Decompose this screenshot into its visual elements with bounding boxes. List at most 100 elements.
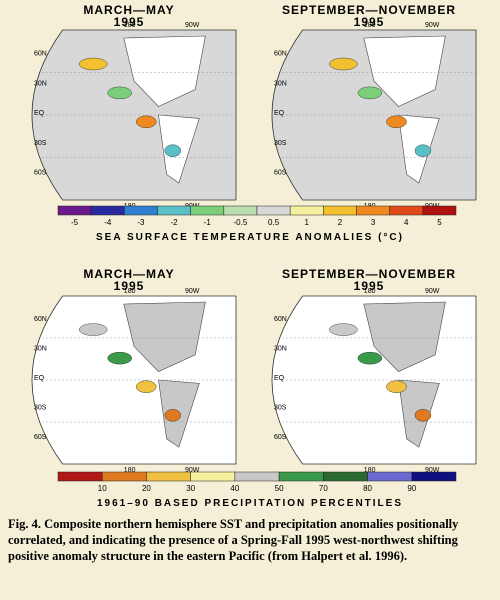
anomaly-region (136, 380, 157, 393)
scale-swatch (389, 205, 424, 216)
scale-label: 20 (142, 484, 151, 493)
scale-swatch (101, 471, 147, 482)
lon-label: 180 (364, 22, 376, 29)
scale-swatch (323, 471, 368, 482)
anomaly-region (136, 115, 157, 129)
scale-swatch (422, 205, 457, 216)
scale-swatch (278, 471, 324, 482)
scale-label: 80 (363, 484, 372, 493)
scale-swatch (57, 205, 92, 216)
anomaly-region (164, 409, 181, 422)
scale-label: -0.5 (234, 218, 248, 227)
lon-label: 90W (425, 467, 440, 474)
lon-label: 180 (364, 467, 376, 474)
scale-swatch (157, 205, 191, 216)
scale-label: -1 (204, 218, 212, 227)
lat-label: 60S (34, 434, 47, 441)
panel-year: 1995 (354, 279, 385, 293)
lat-label: 30S (34, 404, 47, 411)
scale-label: -3 (137, 218, 145, 227)
panel-title: MARCH—MAY (83, 267, 174, 281)
lat-label: 30N (274, 346, 287, 353)
panel-year: 1995 (114, 15, 145, 29)
lat-label: 60N (34, 316, 47, 323)
scale-swatch (289, 205, 324, 216)
scale-label: 3 (371, 218, 376, 227)
scale-swatch (146, 471, 191, 482)
lat-label: 30N (274, 80, 287, 87)
lon-label: 180 (124, 22, 136, 29)
panel-title: MARCH—MAY (83, 3, 174, 17)
scale-swatch (256, 205, 291, 216)
scale-label: 70 (319, 484, 328, 493)
panel-year: 1995 (114, 279, 145, 293)
scale-swatch (234, 471, 280, 482)
scale-label: 90 (407, 484, 416, 493)
lon-label: 90W (425, 288, 440, 295)
scale-swatch (323, 205, 357, 216)
scale-swatch (57, 471, 103, 482)
lat-label: 60S (274, 170, 287, 177)
panel-title: SEPTEMBER—NOVEMBER (282, 267, 456, 281)
scale-swatch (124, 205, 158, 216)
scale-swatch (367, 471, 413, 482)
lat-label: 60N (34, 51, 47, 58)
lon-label: 90W (185, 288, 200, 295)
anomaly-region (78, 57, 108, 71)
anomaly-region (414, 144, 432, 157)
lat-label: EQ (34, 110, 45, 117)
anomaly-region (357, 351, 383, 365)
scale-swatch (356, 205, 390, 216)
lat-label: EQ (274, 375, 285, 382)
scale-swatch (190, 205, 225, 216)
scale-label: -4 (104, 218, 112, 227)
anomaly-region (386, 115, 407, 129)
panel-title: SEPTEMBER—NOVEMBER (282, 3, 456, 17)
scale-label: 50 (275, 484, 284, 493)
lat-label: 30S (274, 140, 287, 147)
anomaly-region (414, 409, 432, 422)
lon-label: 180 (124, 288, 136, 295)
scale-label: 10 (98, 484, 107, 493)
lon-label: 90W (185, 467, 200, 474)
anomaly-region (107, 351, 132, 365)
scale-swatch (90, 205, 125, 216)
scale-title: 1961–90 BASED PRECIPITATION PERCENTILES (97, 498, 403, 509)
figure: MARCH—MAY199518090W18090W60N30NEQ30S60SS… (31, 3, 477, 509)
lat-label: 30S (274, 404, 287, 411)
scale-swatch (411, 471, 457, 482)
lon-label: 90W (185, 22, 200, 29)
lat-label: 60S (274, 434, 287, 441)
map-land (123, 35, 206, 184)
anomaly-region (386, 380, 407, 393)
scale-label: 4 (404, 218, 409, 227)
anomaly-region (164, 144, 181, 157)
scale-label: 2 (338, 218, 343, 227)
scale-swatch (190, 471, 236, 482)
panel-year: 1995 (354, 15, 385, 29)
lat-label: 60N (274, 51, 287, 58)
caption: Fig. 4. Composite northern hemisphere SS… (8, 517, 459, 563)
scale-label: 0.5 (268, 218, 280, 227)
lat-label: EQ (34, 375, 45, 382)
lat-label: 30S (34, 140, 47, 147)
lat-label: EQ (274, 110, 285, 117)
anomaly-region (329, 57, 358, 71)
lat-label: 30N (34, 80, 47, 87)
lat-label: 60S (34, 170, 47, 177)
anomaly-region (107, 86, 132, 100)
lat-label: 30N (34, 346, 47, 353)
scale-label: 1 (305, 218, 310, 227)
scale-label: 30 (186, 484, 195, 493)
scale-swatch (223, 205, 258, 216)
scale-label: 5 (437, 218, 442, 227)
lon-label: 180 (364, 288, 376, 295)
anomaly-region (329, 323, 358, 336)
scale-title: SEA SURFACE TEMPERATURE ANOMALIES (°C) (96, 232, 404, 243)
lon-label: 180 (124, 467, 136, 474)
lat-label: 60N (274, 316, 287, 323)
anomaly-region (357, 86, 383, 100)
anomaly-region (78, 323, 108, 336)
map-land (123, 301, 206, 448)
